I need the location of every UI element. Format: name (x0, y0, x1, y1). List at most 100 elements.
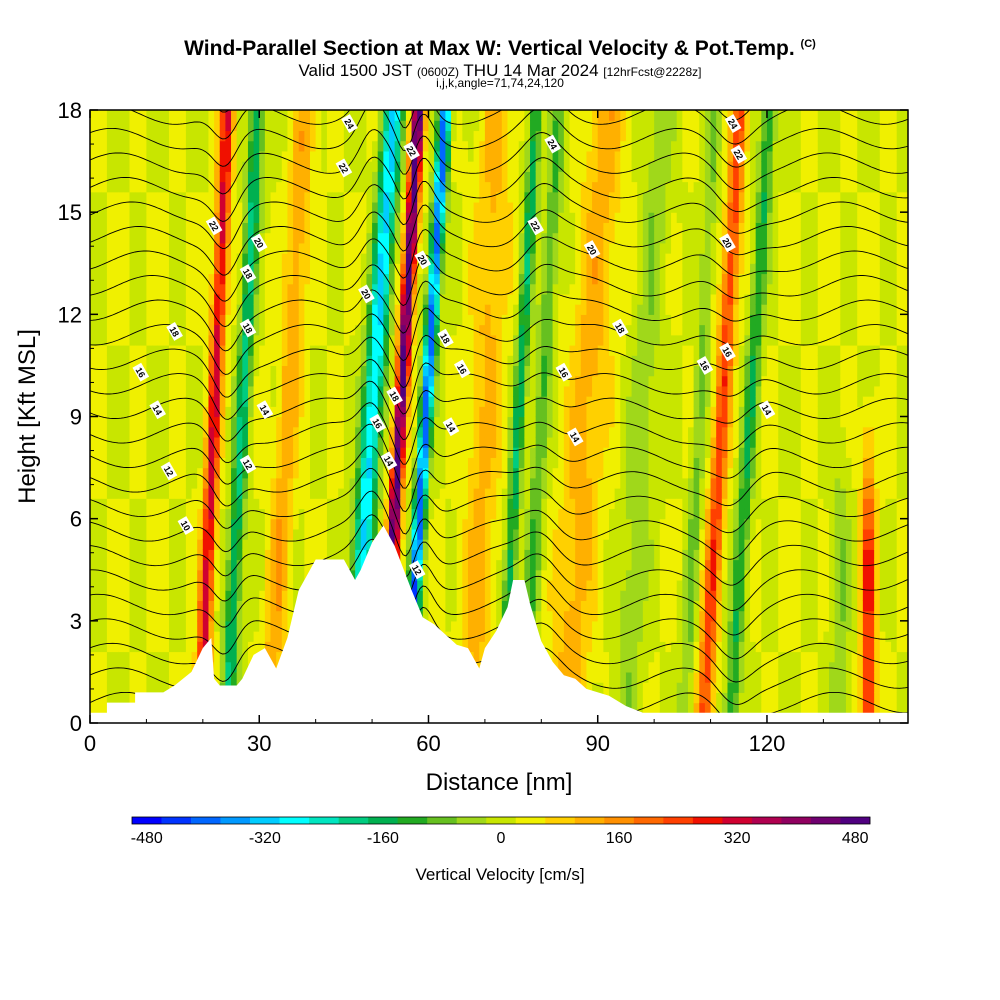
velocity-cell (535, 304, 542, 315)
velocity-cell (422, 457, 430, 469)
velocity-cell (90, 579, 97, 591)
velocity-cell (185, 181, 193, 193)
velocity-cell (101, 620, 108, 632)
velocity-cell (467, 457, 475, 469)
velocity-cell (298, 304, 305, 315)
velocity-cell (276, 488, 283, 499)
velocity-cell (101, 171, 108, 183)
velocity-cell (118, 692, 125, 704)
velocity-cell (157, 498, 164, 510)
velocity-cell (140, 242, 148, 254)
velocity-cell (315, 242, 322, 254)
velocity-cell (146, 600, 153, 612)
velocity-cell (197, 232, 204, 244)
velocity-cell (366, 283, 373, 295)
velocity-cell (451, 212, 458, 223)
velocity-cell (208, 283, 215, 295)
velocity-cell (112, 161, 119, 172)
velocity-cell (95, 375, 102, 387)
velocity-cell (321, 488, 328, 499)
velocity-cell (518, 334, 525, 346)
velocity-cell (185, 651, 193, 663)
velocity-cell (135, 253, 142, 264)
velocity-cell (253, 212, 260, 223)
velocity-cell (541, 498, 548, 510)
velocity-cell (180, 334, 187, 346)
velocity-cell (428, 590, 435, 601)
velocity-cell (281, 293, 289, 305)
velocity-cell (123, 620, 131, 632)
velocity-cell (535, 549, 542, 561)
velocity-cell (321, 467, 328, 479)
velocity-cell (202, 365, 210, 377)
velocity-cell (355, 110, 362, 121)
velocity-cell (310, 324, 317, 336)
velocity-cell (106, 396, 114, 407)
velocity-cell (451, 590, 458, 601)
velocity-cell (293, 498, 300, 510)
velocity-cell (360, 110, 368, 121)
velocity-cell (168, 498, 176, 510)
velocity-cell (174, 396, 181, 407)
velocity-cell (366, 355, 373, 367)
velocity-cell (496, 579, 503, 591)
velocity-cell (405, 406, 413, 418)
velocity-cell (456, 130, 463, 142)
velocity-cell (197, 620, 204, 632)
velocity-cell (242, 222, 249, 234)
velocity-cell (400, 283, 407, 295)
velocity-cell (219, 457, 226, 469)
velocity-cell (501, 232, 509, 244)
velocity-cell (394, 539, 401, 550)
velocity-cell (501, 457, 509, 469)
velocity-cell (247, 110, 255, 121)
velocity-cell (473, 426, 480, 438)
velocity-cell (259, 110, 266, 121)
velocity-cell (445, 498, 452, 510)
velocity-cell (236, 569, 243, 581)
velocity-cell (146, 661, 153, 673)
velocity-cell (552, 590, 559, 601)
velocity-cell (225, 661, 232, 673)
velocity-cell (383, 344, 390, 356)
velocity-cell (185, 600, 193, 612)
velocity-cell (484, 477, 492, 489)
velocity-cell (405, 528, 413, 540)
velocity-cell (264, 334, 272, 346)
velocity-cell (310, 314, 317, 326)
velocity-cell (372, 273, 379, 285)
velocity-cell (462, 283, 469, 295)
velocity-cell (191, 406, 198, 418)
velocity-cell (343, 447, 351, 458)
velocity-cell (552, 498, 559, 510)
velocity-cell (202, 283, 210, 295)
velocity-cell (219, 631, 226, 642)
velocity-cell (530, 344, 537, 356)
velocity-cell (214, 631, 221, 642)
velocity-cell (112, 324, 119, 336)
velocity-cell (214, 293, 221, 305)
velocity-cell (355, 416, 362, 428)
velocity-cell (445, 283, 452, 295)
velocity-cell (524, 304, 531, 315)
velocity-cell (270, 304, 277, 315)
velocity-cell (140, 396, 148, 407)
velocity-cell (152, 661, 159, 673)
velocity-cell (535, 344, 542, 356)
velocity-cell (259, 539, 266, 550)
velocity-cell (417, 293, 424, 305)
velocity-cell (321, 140, 328, 152)
velocity-cell (180, 212, 187, 223)
velocity-cell (298, 447, 305, 458)
velocity-cell (157, 518, 164, 530)
velocity-cell (501, 488, 509, 499)
velocity-cell (231, 406, 238, 418)
velocity-cell (315, 344, 322, 356)
velocity-cell (388, 436, 396, 448)
velocity-cell (236, 344, 243, 356)
velocity-cell (90, 426, 97, 438)
velocity-cell (355, 549, 362, 561)
velocity-cell (321, 212, 328, 223)
velocity-cell (95, 569, 102, 581)
velocity-cell (231, 416, 238, 428)
